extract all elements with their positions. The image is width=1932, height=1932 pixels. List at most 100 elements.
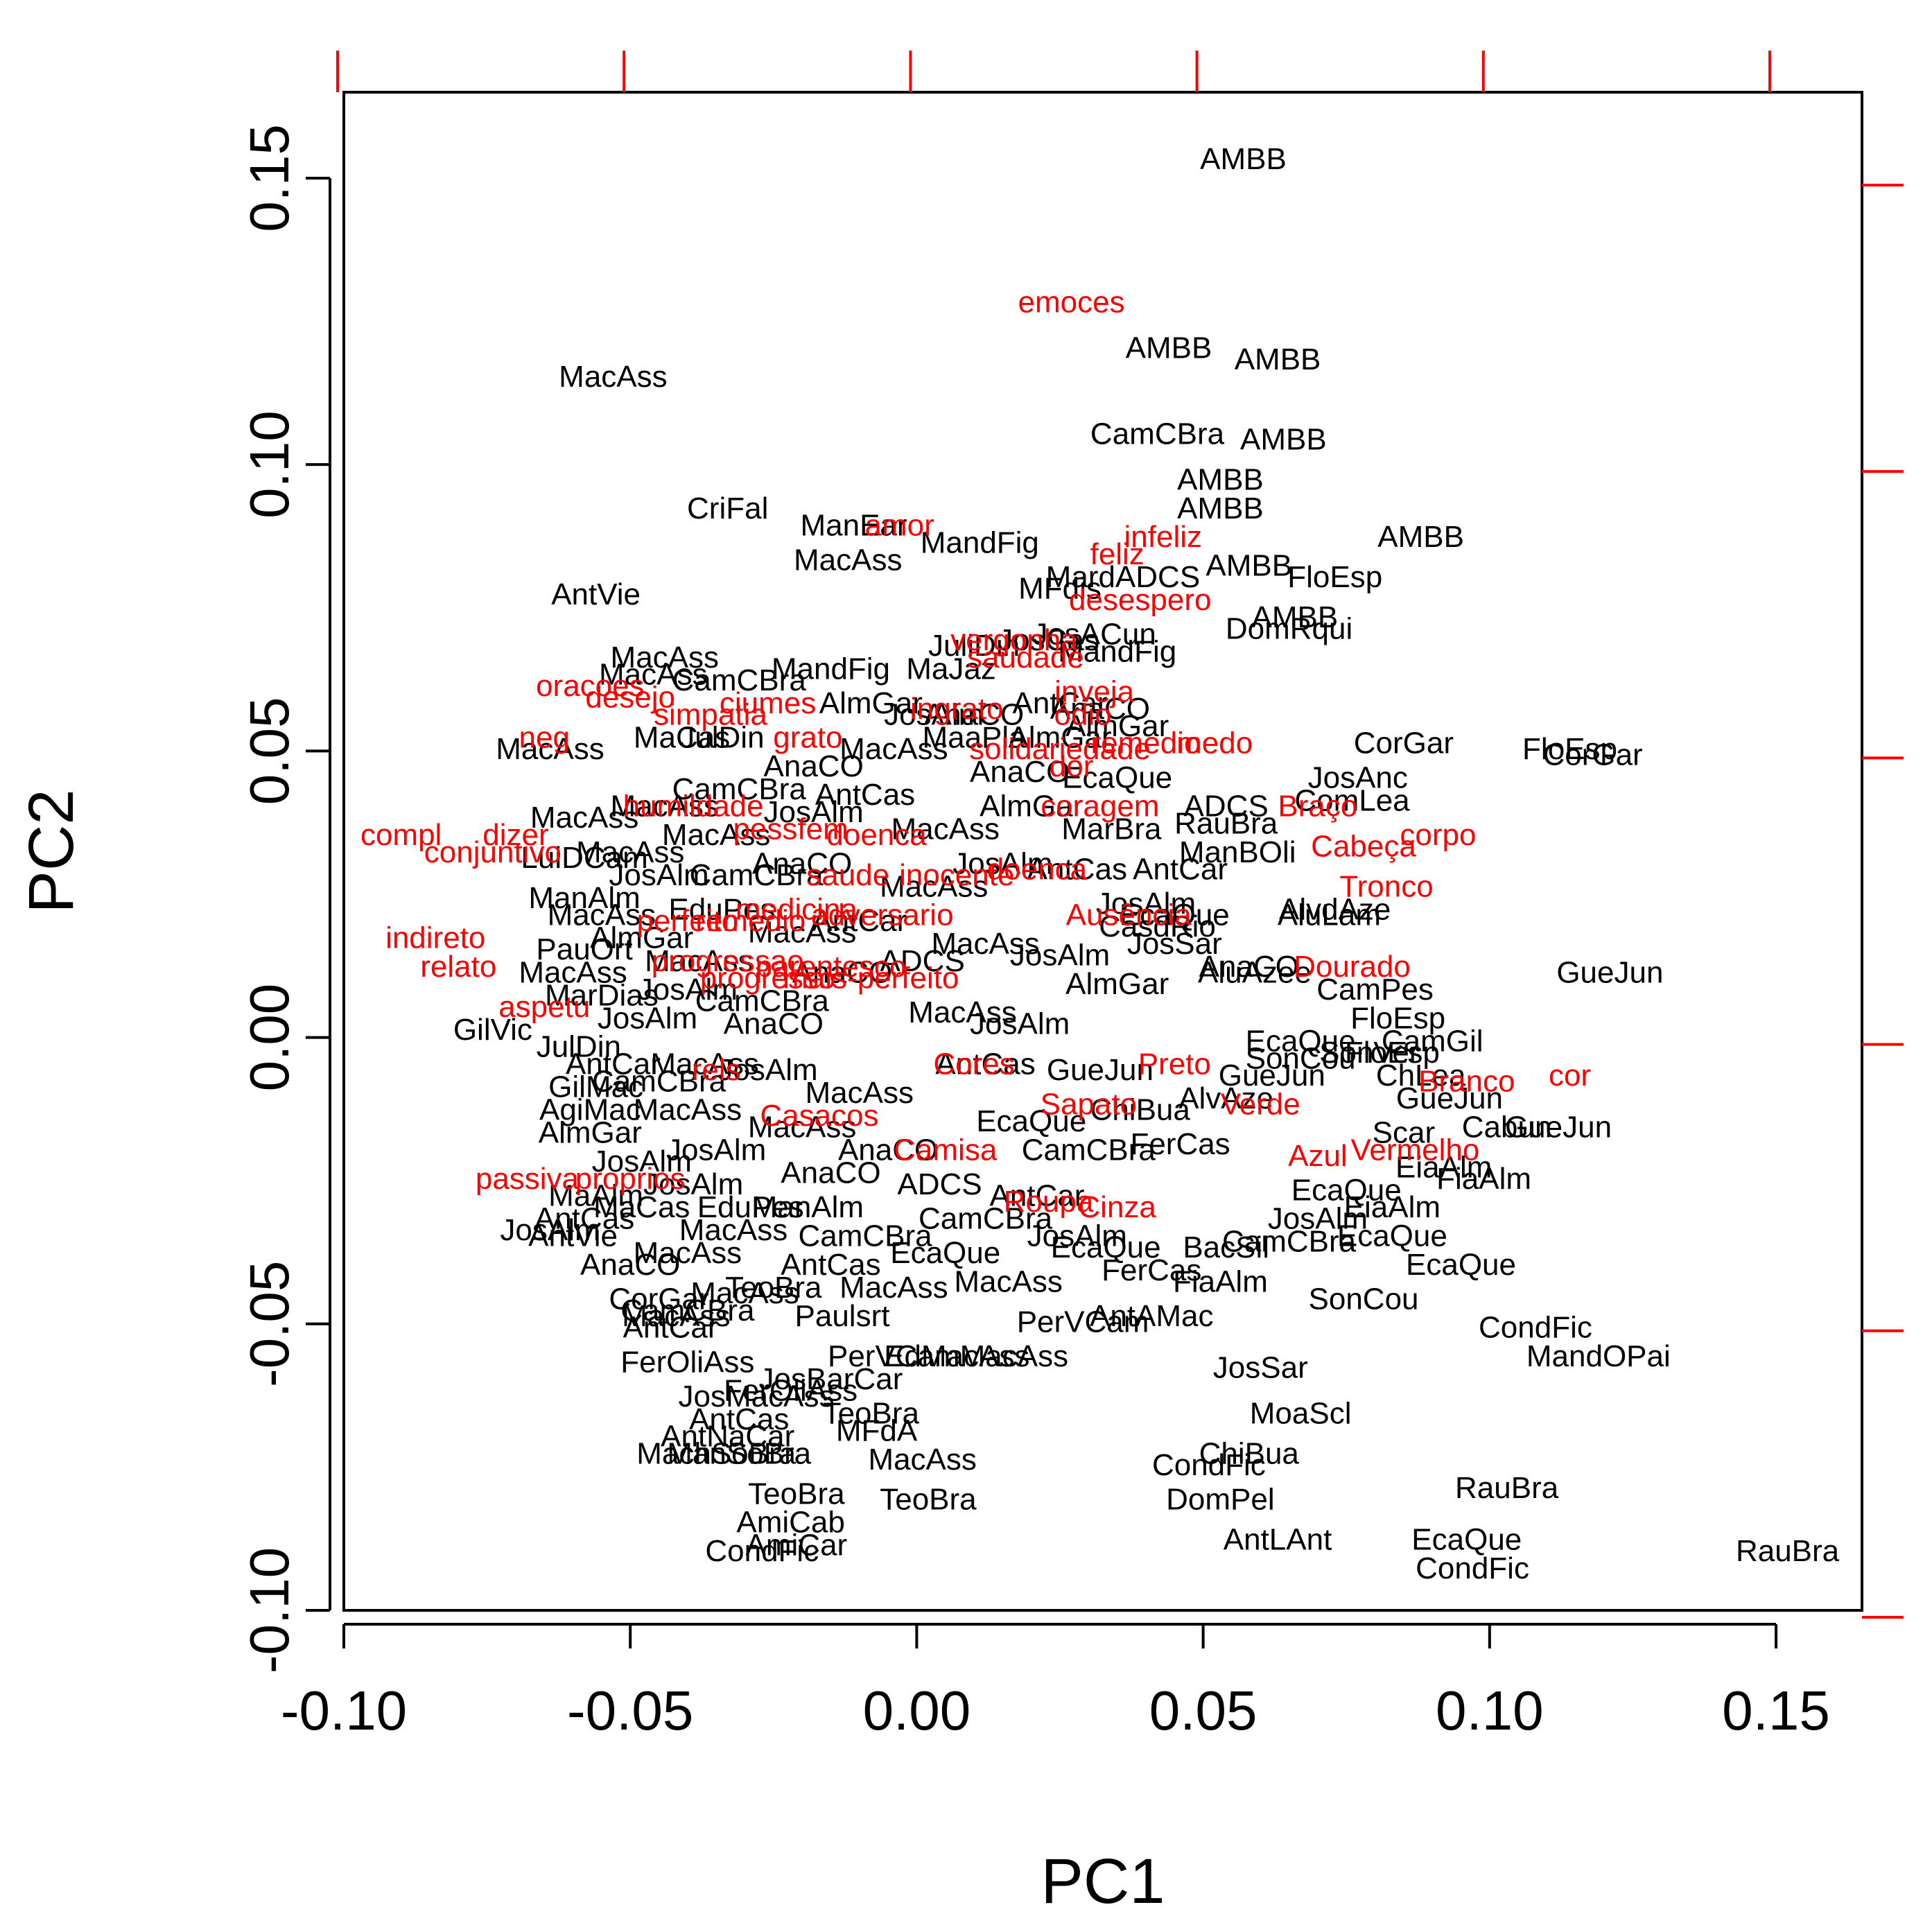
observation-label: AntCas [689,1402,789,1436]
observation-label: AlmGar [980,790,1083,824]
observation-label: MachSoBra [636,1436,796,1470]
observation-label: AnaCO [1050,692,1150,726]
observation-label: JosAlm [643,1167,743,1201]
observation-label: MandFig [772,652,890,686]
variable-label: Camisa [894,1133,998,1167]
observation-label: MacAss [891,812,999,846]
y-axis: -0.10 -0.05 0.00 0.05 0.10 0.15 [238,124,331,1673]
variable-label: feliz [1090,537,1145,571]
variable-label: inocente [899,858,1014,892]
observation-label: MoaScl [1250,1397,1352,1431]
observation-label: AnaCO [970,755,1070,789]
observation-label: AnaCO [764,749,864,783]
observation-label: MacAss [634,1236,742,1270]
variable-label: saudade [967,641,1084,675]
observation-label: MacAss [576,835,684,869]
observation-label: JosAlm [764,795,864,829]
y-tick-label: -0.05 [238,1261,300,1387]
variable-label: pessfem [733,812,848,846]
observation-label: FerOliAss [724,1374,858,1408]
variable-label: simpatia [654,697,767,731]
observation-label: AnaCO [781,1156,880,1190]
observation-label: CondFic [1416,1551,1529,1585]
right-secondary-axis [1862,183,1904,1619]
observation-label: MandOPai [1526,1339,1671,1373]
variable-label: perfeito [636,904,738,938]
observation-label: MaAlm [548,1179,643,1213]
observation-label: FloEsp [1350,1001,1445,1035]
observation-label: SonVer [1319,1036,1419,1070]
observation-label: MacAss [868,1443,976,1477]
variable-label: grato [773,720,842,754]
x-tick-label: 0.05 [1149,1680,1257,1741]
variable-label: adversario [811,898,953,932]
observation-label: AntNaCar [661,1420,794,1454]
variable-label: Casacos [760,1099,878,1133]
observation-label: AntCas [815,778,915,812]
observation-label: JosAlm [638,973,738,1007]
observation-label: FerOliAss [620,1345,754,1379]
observation-label: JulDin [537,1030,621,1064]
variable-label: Branco [1418,1064,1515,1098]
observation-label: AMBB [1377,520,1464,554]
observation-label: TeoBra [823,1397,920,1431]
variable-label: dizer [482,818,548,852]
observation-label: MacAss [662,818,770,852]
observation-label: AntVie [528,1219,618,1253]
variable-label: doenca [826,818,927,852]
observation-label: AlvAze [1178,1081,1273,1115]
variable-label: emoces [1018,285,1125,319]
observation-label: AntLAnt [1224,1522,1332,1556]
observation-label: MacAss [880,869,988,903]
variable-label: doenca [987,853,1088,887]
variable-label: relato [420,950,496,984]
observation-label: AluAzee [1198,955,1312,989]
variable-label: Preto [1138,1047,1211,1081]
observation-label: AntCas [1027,853,1127,887]
observation-label: CamGil [1382,1024,1483,1058]
observation-label: MacAss [611,641,719,675]
observation-label: AgiMac [539,1093,641,1127]
observation-label: MacAss [496,732,604,766]
observation-label: CondFic [705,1534,819,1568]
observation-label: MacAss [748,915,856,949]
observation-label: EcaQue [1246,1024,1356,1058]
observation-label: EiaAlm [1344,1190,1441,1224]
observation-label: AntCar [1013,686,1108,720]
observation-label: JosACun [1032,618,1156,652]
variable-label: infeliz [1124,520,1203,554]
variable-label: Roupa [1004,1185,1094,1219]
variable-label: saude [806,858,889,892]
variable-label: corpo [1400,818,1476,852]
observation-label: MacAss [599,658,707,692]
observation-label: JosAlm [970,1007,1070,1041]
observation-label: JosAlm [717,1053,817,1087]
observation-label: MardADCS [1046,560,1201,594]
observation-label: CamCBra [798,1219,932,1253]
observation-label: CamCBra [620,1294,755,1328]
observation-label: FloEsp [1345,1036,1440,1070]
x-axis: -0.10 -0.05 0.00 0.05 0.10 0.15 [281,1623,1830,1741]
observation-label: EcaQue [976,1104,1086,1138]
observation-label: AMBB [1240,423,1327,457]
observation-label: CamCBra [695,984,830,1018]
observation-label: AnaCO [752,846,852,880]
observation-label: ADCS [897,1167,982,1201]
observation-label: AntCas [935,1047,1035,1081]
observation-label: EcaQue [1411,1522,1522,1556]
y-tick-label: 0.05 [238,697,300,806]
plot-box [342,91,1863,1612]
observation-label: MacAss [954,1265,1062,1299]
variable-label: Sapato [1041,1087,1137,1121]
observation-label: CamCBra [592,1064,726,1098]
observation-label: EcaQue [1120,898,1230,932]
variable-label: aspetu [498,990,590,1024]
observation-label: EiaAlm [1395,1150,1492,1184]
observation-label: MacAss [748,1110,856,1144]
observation-label: FloEsp [1287,560,1382,594]
observation-label: JosAlm [884,697,984,731]
observation-label: AlmGar [539,1116,642,1150]
observation-label: GueJun [1396,1081,1503,1115]
observation-label: MFdA [836,1413,918,1447]
observation-label: CorGar [1354,726,1454,760]
